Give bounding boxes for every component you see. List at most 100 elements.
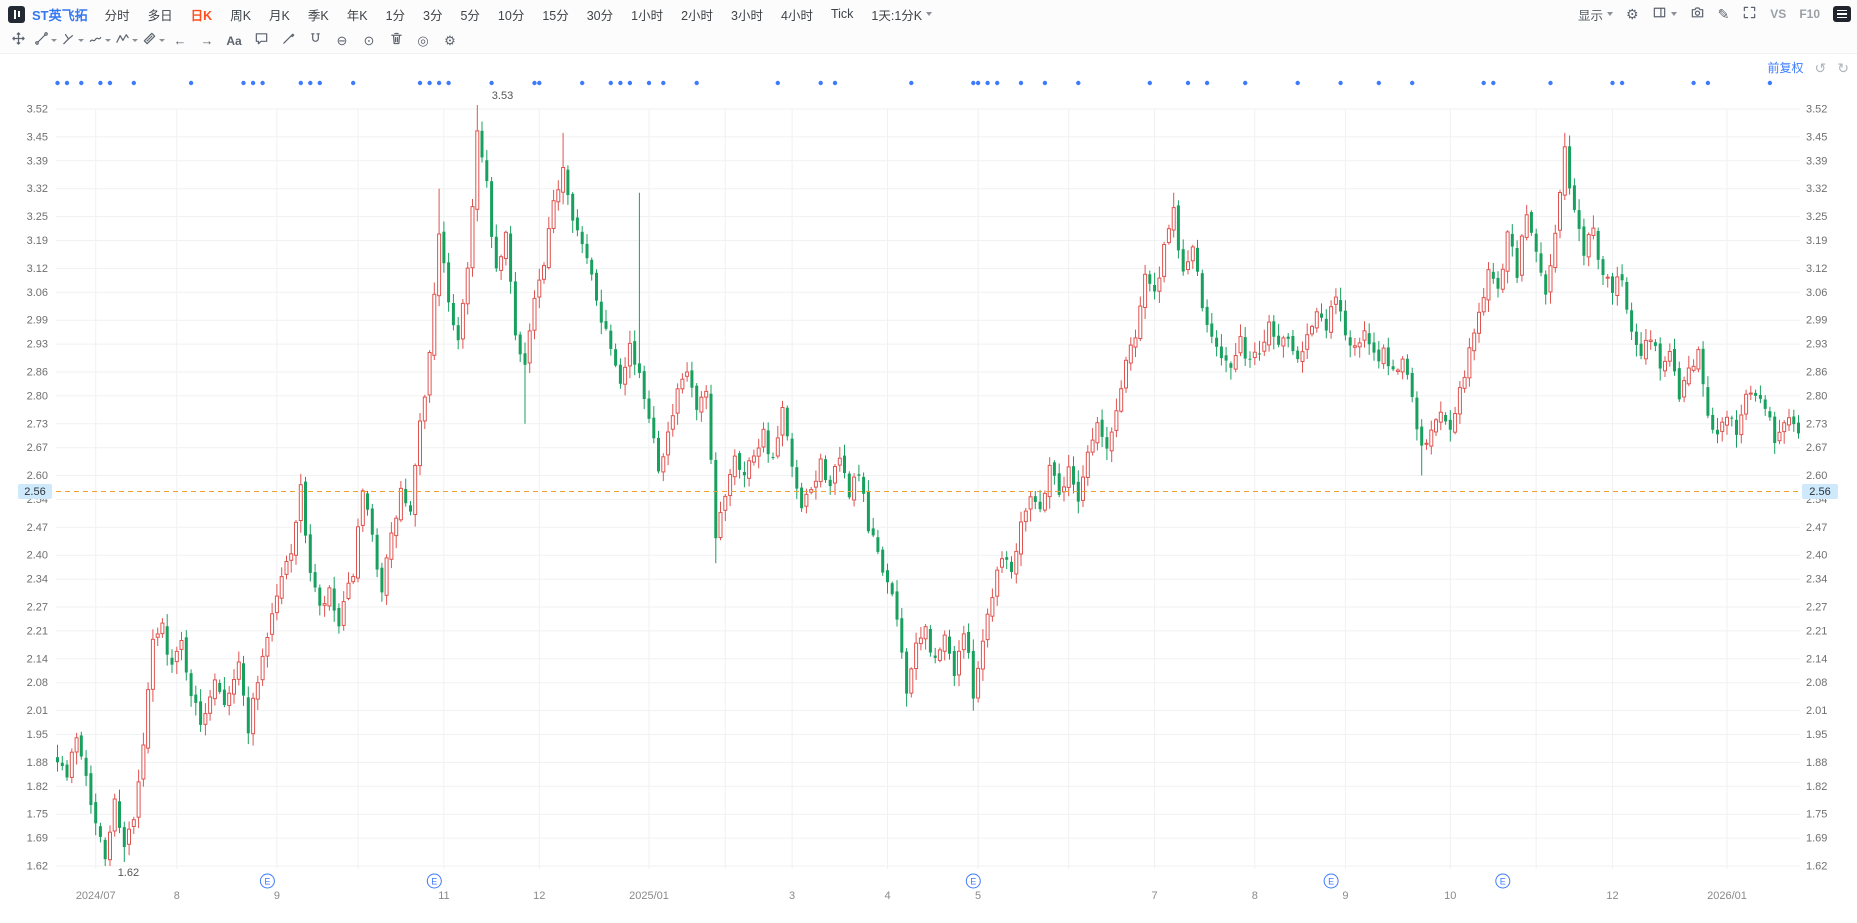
event-dot [627,80,633,86]
app-panel-button[interactable] [1833,6,1851,22]
gear-icon: ⚙ [1626,6,1639,22]
move-tool-button[interactable] [6,30,30,52]
svg-text:8: 8 [1252,890,1258,902]
draw-edit-button[interactable]: ✎ [1718,7,1730,21]
arrow-right-tool-button[interactable]: → [195,30,219,52]
display-menu-button[interactable]: 显示 [1578,5,1613,24]
f10-button[interactable]: F10 [1799,7,1820,21]
reset-zoom-icon[interactable]: ↺ [1814,59,1827,76]
svg-text:E: E [1328,877,1334,887]
period-年K[interactable]: 年K [346,8,368,23]
svg-text:2.60: 2.60 [1806,470,1827,482]
event-dot [308,80,313,86]
trend-line-tool-button[interactable] [33,30,57,52]
period-1分[interactable]: 1分 [385,8,406,23]
period-月K[interactable]: 月K [269,8,290,23]
compare-button[interactable]: VS [1770,7,1786,21]
fullscreen-button[interactable] [1742,5,1757,23]
period-3分[interactable]: 3分 [423,8,443,23]
svg-text:3.19: 3.19 [27,235,48,247]
expand-icon [1742,5,1757,23]
period-2小时[interactable]: 2小时 [681,8,714,23]
event-dot [608,80,613,86]
period-5分[interactable]: 5分 [460,8,480,23]
app-logo-icon[interactable] [8,5,25,23]
svg-text:2.08: 2.08 [1806,677,1827,689]
pattern-tool-button[interactable] [114,30,138,52]
svg-text:2.86: 2.86 [1806,367,1827,379]
event-dot [1295,80,1300,86]
redo-icon[interactable]: ↻ [1837,59,1849,76]
svg-text:1.82: 1.82 [1806,781,1827,793]
low-annotation: 1.62 [118,867,139,879]
period-分时[interactable]: 分时 [104,8,130,23]
period-1天:1分K[interactable]: 1天:1分K [862,0,941,28]
period-3小时[interactable]: 3小时 [731,8,763,23]
svg-text:2.86: 2.86 [27,367,48,379]
event-dot [98,80,103,86]
arrow-left-tool-button[interactable]: ← [168,30,192,52]
event-dot [489,80,494,86]
adjust-mode-link[interactable]: 前复权 [1767,61,1804,75]
event-dot [298,80,303,86]
svg-text:2.47: 2.47 [27,522,48,534]
stock-name[interactable]: ST英飞拓 [32,7,88,23]
svg-text:10: 10 [1444,890,1456,902]
svg-text:1.82: 1.82 [27,781,48,793]
period-季K[interactable]: 季K [307,8,329,23]
layout-select-button[interactable] [1652,5,1677,23]
svg-text:3.12: 3.12 [1806,263,1827,275]
measure-tool-button[interactable] [141,30,165,52]
period-10分[interactable]: 10分 [497,8,525,23]
high-annotation: 3.53 [492,90,513,102]
event-dot [241,80,246,86]
event-dot [694,80,699,86]
period-1小时[interactable]: 1小时 [631,8,664,23]
event-dot [1376,80,1382,86]
period-30分[interactable]: 30分 [586,8,614,23]
hide-drawings-tool-button[interactable]: ⊖ [330,30,354,52]
text-tool-button[interactable]: Aa [222,30,246,52]
period-周K[interactable]: 周K [230,8,252,23]
period-Tick[interactable]: Tick [830,7,854,21]
brush-tool-button[interactable] [87,30,111,52]
drawing-settings-tool-button[interactable]: ⚙ [438,30,462,52]
svg-text:3.39: 3.39 [27,155,48,167]
svg-text:2.40: 2.40 [27,550,48,562]
event-dot [107,80,113,86]
chevron-down-icon [1670,12,1677,16]
svg-text:3.45: 3.45 [27,131,48,143]
period-4小时[interactable]: 4小时 [781,8,813,23]
earnings-marker-icon [1323,873,1339,889]
chart-settings-button[interactable]: ⚙ [1626,7,1639,21]
pen-tool-button[interactable] [276,30,300,52]
chevron-down-icon [158,39,165,42]
event-dot [909,80,914,86]
period-日K[interactable]: 日K [190,8,213,23]
period-多日[interactable]: 多日 [147,8,173,23]
event-dot [188,80,194,86]
event-dot [1204,80,1210,86]
svg-text:12: 12 [533,890,545,902]
event-dot [427,80,432,86]
pen-icon [281,31,296,51]
magnet-tool-button[interactable] [303,30,327,52]
svg-text:3.52: 3.52 [27,104,48,116]
earnings-marker-icon [426,873,442,889]
pitchfork-tool-button[interactable] [60,30,84,52]
comment-tool-button[interactable] [249,30,273,52]
svg-text:2.56: 2.56 [1809,486,1830,498]
delete-drawings-tool-button[interactable] [384,30,408,52]
text-icon: Aa [226,33,242,48]
chevron-down-icon [104,39,111,42]
pencil-icon: ✎ [1717,6,1730,22]
target-tool-button[interactable]: ⊙ [357,30,381,52]
svg-text:E: E [431,877,437,887]
period-15分[interactable]: 15分 [542,8,569,23]
layers-tool-button[interactable]: ◎ [411,30,435,52]
screenshot-button[interactable] [1690,5,1705,23]
event-dots[interactable] [55,80,1773,86]
svg-text:2025/01: 2025/01 [629,890,669,902]
candlestick-chart[interactable]: 3.52 3.45 3.39 3.32 3.25 3.19 3.12 3.06 2.99 2.93… [0,54,1857,918]
